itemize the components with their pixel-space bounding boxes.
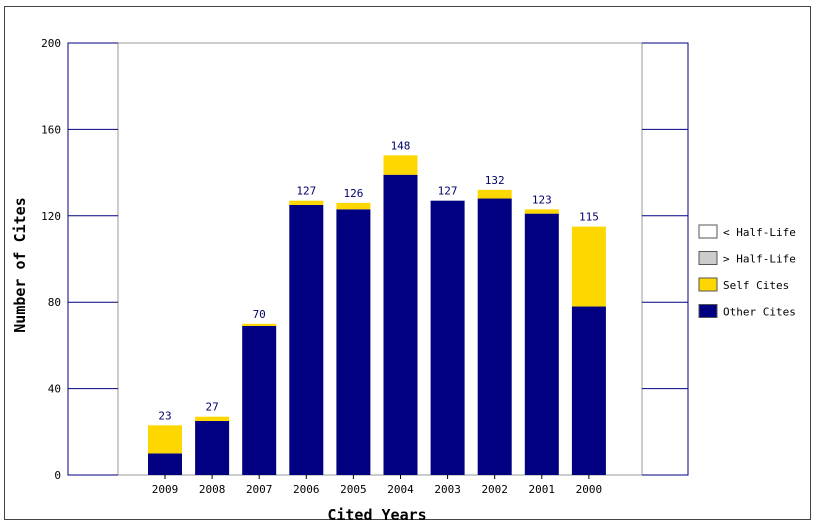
y-tick-label: 200 <box>41 37 61 50</box>
plot-area <box>117 42 643 476</box>
chart-frame: 0 40 80 120 160 200 23 27 70 127 126 148 127 132 123 1… <box>4 6 811 521</box>
bar-other-cites <box>289 205 324 475</box>
x-tick-label: 2003 <box>434 483 461 496</box>
bar-other-cites <box>336 209 371 475</box>
bar-self-cites <box>336 202 371 210</box>
bar-total-label: 127 <box>296 185 316 198</box>
x-tick-label: 2002 <box>481 483 508 496</box>
bar-total-label: 123 <box>532 193 552 206</box>
legend-label: Other Cites <box>723 306 796 319</box>
right-side-panel <box>641 42 689 476</box>
x-tick-label: 2007 <box>246 483 273 496</box>
bar-other-cites <box>148 453 182 475</box>
bar-self-cites <box>383 155 418 175</box>
x-tick-label: 2009 <box>152 483 179 496</box>
x-tick-label: 2000 <box>576 483 603 496</box>
bar-total-label: 115 <box>579 211 599 224</box>
left-side-panel <box>67 42 119 476</box>
legend-swatch <box>698 277 718 292</box>
bar-other-cites <box>571 306 606 475</box>
x-axis-title: Cited Years <box>327 506 426 521</box>
y-tick-label: 80 <box>48 296 61 309</box>
y-axis-title: Number of Cites <box>11 197 29 332</box>
bar-self-cites <box>195 416 230 421</box>
bar-self-cites <box>524 209 559 214</box>
x-axis-ticks: 2009 2008 2007 2006 2005 2004 2003 2002 2001 2000 <box>152 475 602 496</box>
bar-other-cites <box>477 198 512 475</box>
x-tick-label: 2006 <box>293 483 320 496</box>
bar-total-label: 132 <box>485 174 505 187</box>
bars: 23 27 70 127 126 148 127 132 123 115 <box>148 139 606 475</box>
legend-label: < Half-Life <box>723 226 796 239</box>
bar-other-cites <box>383 174 418 475</box>
x-tick-label: 2004 <box>387 483 414 496</box>
bar-other-cites <box>195 421 230 475</box>
y-axis-ticks: 0 40 80 120 160 200 <box>41 37 688 482</box>
x-tick-label: 2008 <box>199 483 226 496</box>
bar-self-cites <box>148 425 182 454</box>
legend-swatch <box>698 304 718 318</box>
bar-other-cites <box>524 213 559 475</box>
bar-total-label: 27 <box>205 401 218 414</box>
legend-label: > Half-Life <box>723 253 796 266</box>
bar-other-cites <box>430 200 465 475</box>
legend-swatch <box>698 224 718 239</box>
bar-self-cites <box>571 226 606 307</box>
bar-other-cites <box>242 325 277 475</box>
bar-total-label: 148 <box>391 139 411 152</box>
plot-border <box>117 42 643 476</box>
y-tick-label: 160 <box>41 123 61 136</box>
bar-self-cites <box>289 200 324 205</box>
y-tick-label: 0 <box>54 469 61 482</box>
legend-swatch <box>698 251 718 265</box>
bar-self-cites <box>477 189 512 199</box>
stacked-bar-chart: 0 40 80 120 160 200 23 27 70 127 126 148 127 132 123 1… <box>11 37 796 521</box>
bar-self-cites <box>242 323 277 326</box>
bar-total-label: 70 <box>253 308 266 321</box>
y-tick-label: 120 <box>41 210 61 223</box>
legend: < Half-Life > Half-Life Self Cites Other Ci… <box>698 224 796 319</box>
bar-total-label: 127 <box>438 185 458 198</box>
legend-label: Self Cites <box>723 279 789 292</box>
side-panels <box>67 42 689 476</box>
x-tick-label: 2005 <box>340 483 367 496</box>
bar-total-label: 126 <box>343 187 363 200</box>
bar-total-label: 23 <box>158 409 171 422</box>
x-tick-label: 2001 <box>529 483 556 496</box>
y-tick-label: 40 <box>48 383 61 396</box>
